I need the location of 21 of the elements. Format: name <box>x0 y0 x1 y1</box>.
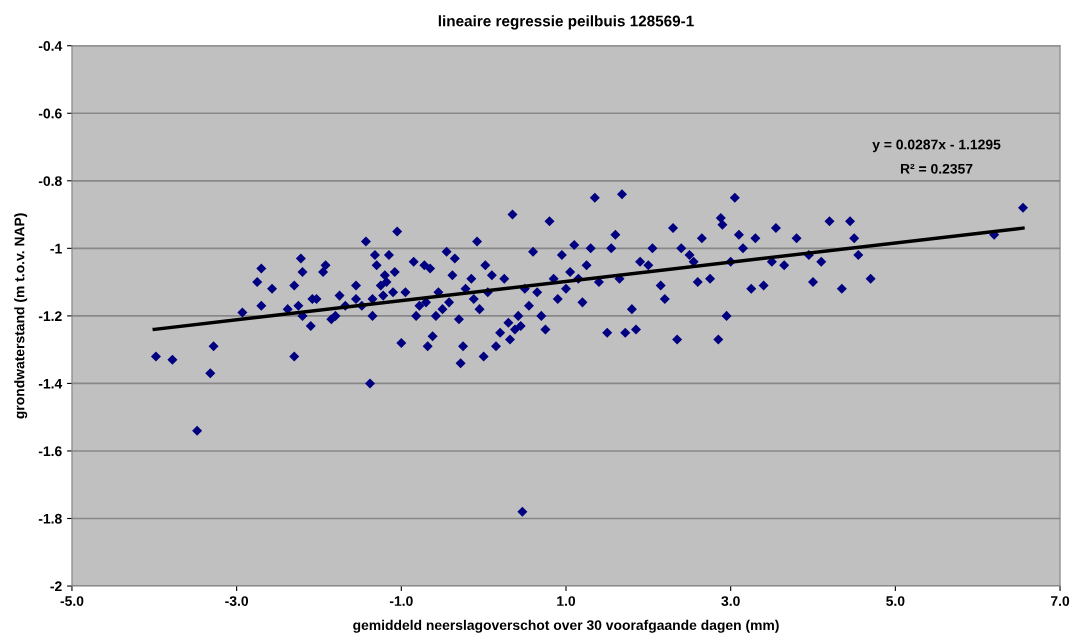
x-tick-label: 3.0 <box>721 596 740 606</box>
y-tick-label: -1.8 <box>38 513 62 524</box>
annotation: y = 0.0287x - 1.1295 <box>872 139 1001 153</box>
y-tick-label: -2 <box>50 581 62 592</box>
y-tick-label: -0.8 <box>38 176 62 186</box>
x-axis-title: gemiddeld neerslagoverschot over 30 voorafgaande dagen (mm) <box>353 619 779 633</box>
y-tick-label: -1 <box>50 243 62 254</box>
y-tick-label: -1.4 <box>38 378 63 389</box>
y-tick-label: -0.4 <box>38 41 63 51</box>
annotation: R² = 0.2357 <box>900 163 973 174</box>
y-axis-title: grondwaterstand (m t.o.v. NAP) <box>14 213 28 419</box>
y-tick-label: -0.6 <box>38 108 62 119</box>
x-tick-label: -5.0 <box>60 596 84 606</box>
y-tick-label: -1.6 <box>38 446 62 457</box>
x-tick-label: 5.0 <box>886 596 905 606</box>
y-tick-label: -1.2 <box>38 311 62 321</box>
chart-title: lineaire regressie peilbuis 128569-1 <box>438 15 694 30</box>
x-tick-label: -1.0 <box>389 596 413 606</box>
x-tick-label: 1.0 <box>557 596 576 606</box>
x-tick-label: -3.0 <box>225 596 249 606</box>
x-tick-label: 7.0 <box>1050 596 1070 606</box>
